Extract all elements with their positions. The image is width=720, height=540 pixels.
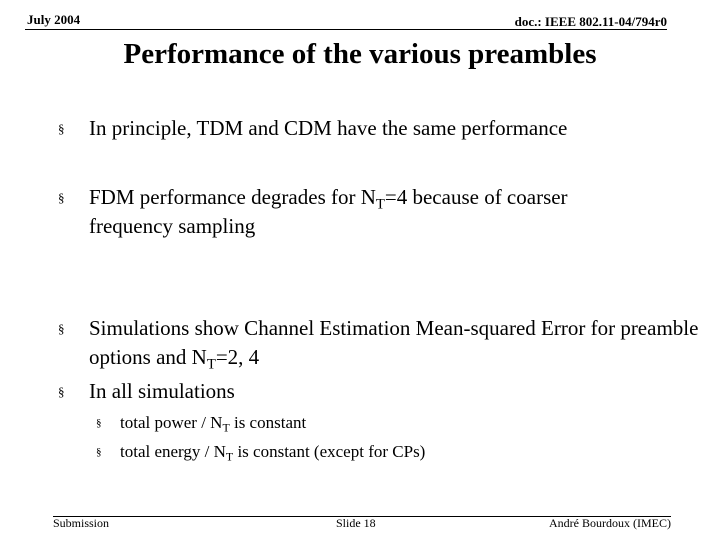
bullet-4: § In all simulations [58,377,678,406]
footer-slide-number: Slide 18 [336,516,376,530]
footer-submission: Submission [53,516,110,530]
bullet-1: § In principle, TDM and CDM have the sam… [58,114,678,143]
sub-bullet-marker-icon: § [96,417,102,429]
bullet-3-text: Simulations show Channel Estimation Mean… [89,316,699,373]
slide-title: Performance of the various preambles [123,38,597,70]
footer-author: André Bourdoux (IMEC) [549,516,671,530]
sub-bullet-1-text: total power / NT is constant [120,413,307,435]
sub-bullet-1: § total power / NT is constant [96,412,676,434]
bullet-marker-icon: § [58,384,65,399]
header-doc-id: doc.: IEEE 802.11-04/794r0 [514,14,667,29]
bullet-1-text: In principle, TDM and CDM have the same … [89,116,568,140]
header-date: July 2004 [27,12,81,27]
bullet-4-text: In all simulations [89,379,235,403]
sub-bullet-marker-icon: § [96,446,102,458]
bullet-marker-icon: § [58,190,65,205]
bullet-2-text: FDM performance degrades for NT=4 becaus… [89,185,568,238]
header-rule [25,29,667,30]
footer-rule [53,516,671,517]
sub-bullet-2-text: total energy / NT is constant (except fo… [120,442,426,464]
sub-bullet-2: § total energy / NT is constant (except … [96,441,676,463]
bullet-2: § FDM performance degrades for NT=4 beca… [58,183,648,241]
bullet-marker-icon: § [58,321,65,336]
bullet-marker-icon: § [58,121,65,136]
bullet-3: § Simulations show Channel Estimation Me… [58,314,703,372]
